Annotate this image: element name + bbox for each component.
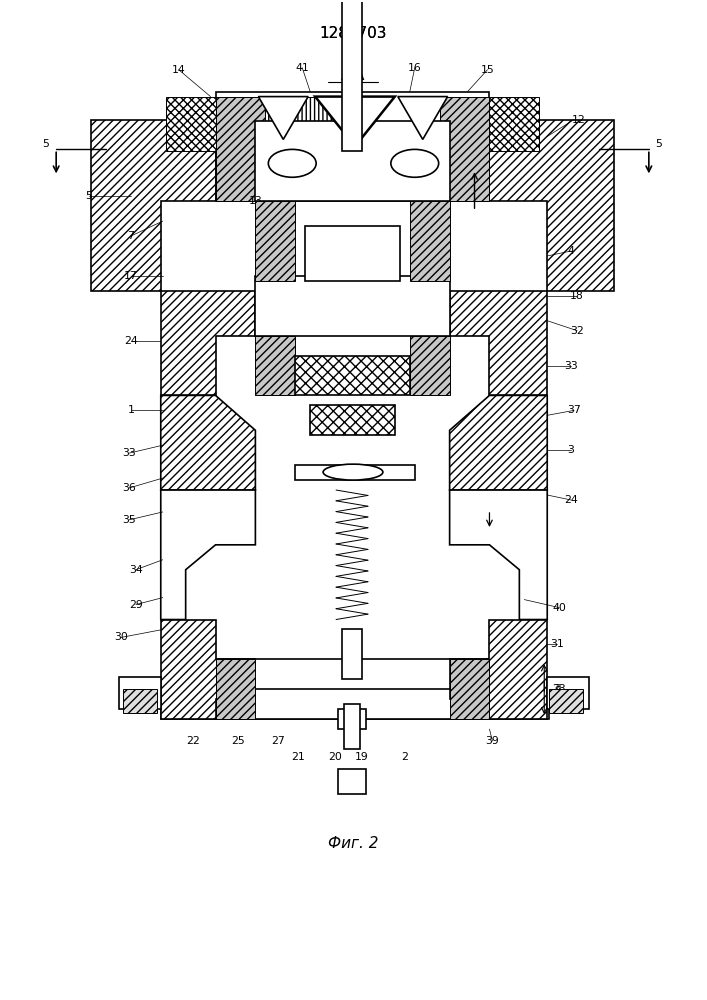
Bar bbox=[547, 677, 589, 709]
Ellipse shape bbox=[323, 464, 383, 480]
Bar bbox=[255, 276, 450, 336]
Polygon shape bbox=[160, 490, 255, 620]
Polygon shape bbox=[450, 291, 547, 395]
Bar bbox=[305, 226, 400, 281]
Polygon shape bbox=[258, 97, 308, 139]
Polygon shape bbox=[398, 97, 448, 139]
Text: 13: 13 bbox=[249, 196, 262, 206]
Text: 30: 30 bbox=[114, 632, 128, 642]
Text: 24: 24 bbox=[564, 495, 578, 505]
Polygon shape bbox=[216, 659, 255, 719]
Text: 12: 12 bbox=[572, 115, 586, 125]
Text: 5: 5 bbox=[655, 139, 662, 149]
Text: 23: 23 bbox=[552, 684, 566, 694]
Text: 41: 41 bbox=[296, 63, 309, 73]
Text: А-А: А-А bbox=[341, 70, 366, 83]
Bar bbox=[123, 689, 157, 713]
Polygon shape bbox=[296, 465, 415, 480]
Text: 39: 39 bbox=[486, 736, 499, 746]
Polygon shape bbox=[410, 201, 450, 281]
Text: 1284703: 1284703 bbox=[320, 26, 387, 41]
Polygon shape bbox=[450, 659, 489, 719]
Text: 20: 20 bbox=[328, 752, 342, 762]
Text: 22: 22 bbox=[186, 736, 199, 746]
Polygon shape bbox=[450, 395, 547, 490]
Bar bbox=[342, 629, 362, 679]
Polygon shape bbox=[269, 97, 340, 151]
Text: 24: 24 bbox=[124, 336, 138, 346]
Text: 2: 2 bbox=[402, 752, 408, 762]
Polygon shape bbox=[450, 97, 539, 151]
Bar bbox=[216, 92, 489, 201]
Bar bbox=[338, 769, 366, 794]
Text: 15: 15 bbox=[481, 65, 494, 75]
Text: 21: 21 bbox=[291, 752, 305, 762]
Text: 14: 14 bbox=[172, 65, 185, 75]
Text: a: a bbox=[554, 682, 561, 692]
Text: 5: 5 bbox=[86, 191, 93, 201]
Text: 40: 40 bbox=[552, 603, 566, 613]
Text: 16: 16 bbox=[408, 63, 421, 73]
Bar bbox=[255, 121, 450, 201]
Bar bbox=[310, 405, 395, 435]
Bar bbox=[549, 689, 583, 713]
Polygon shape bbox=[216, 97, 265, 201]
Text: 25: 25 bbox=[232, 736, 245, 746]
Bar bbox=[216, 659, 489, 719]
Polygon shape bbox=[450, 620, 547, 719]
Polygon shape bbox=[410, 336, 450, 395]
Polygon shape bbox=[489, 120, 614, 291]
Text: 29: 29 bbox=[129, 600, 143, 610]
Polygon shape bbox=[165, 97, 255, 151]
Text: 3: 3 bbox=[568, 445, 575, 455]
Text: 1284703: 1284703 bbox=[320, 26, 387, 41]
Text: Фиг. 2: Фиг. 2 bbox=[328, 836, 378, 851]
Polygon shape bbox=[440, 97, 489, 201]
Polygon shape bbox=[255, 201, 296, 281]
Text: 33: 33 bbox=[564, 361, 578, 371]
Bar bbox=[344, 704, 360, 749]
Text: 18: 18 bbox=[571, 291, 584, 301]
Polygon shape bbox=[450, 490, 547, 620]
Text: 4: 4 bbox=[568, 246, 575, 256]
Text: 32: 32 bbox=[571, 326, 584, 336]
Polygon shape bbox=[160, 395, 255, 490]
Text: 7: 7 bbox=[127, 231, 134, 241]
Text: 5: 5 bbox=[42, 139, 49, 149]
Polygon shape bbox=[91, 120, 216, 291]
Polygon shape bbox=[160, 620, 255, 719]
Text: 34: 34 bbox=[129, 565, 143, 575]
Bar bbox=[119, 677, 160, 709]
Text: 19: 19 bbox=[355, 752, 369, 762]
Text: 27: 27 bbox=[271, 736, 285, 746]
Polygon shape bbox=[160, 291, 255, 395]
Bar bbox=[296, 356, 410, 395]
Text: 35: 35 bbox=[122, 515, 136, 525]
Text: 23: 23 bbox=[132, 689, 146, 699]
Bar bbox=[338, 709, 366, 729]
Text: 33: 33 bbox=[122, 448, 136, 458]
Text: 36: 36 bbox=[122, 483, 136, 493]
Ellipse shape bbox=[269, 149, 316, 177]
Ellipse shape bbox=[391, 149, 438, 177]
Text: 1: 1 bbox=[127, 405, 134, 415]
Text: 31: 31 bbox=[550, 639, 564, 649]
Bar bbox=[160, 689, 549, 719]
Polygon shape bbox=[255, 336, 296, 395]
Text: 37: 37 bbox=[567, 405, 581, 415]
Bar bbox=[342, 0, 362, 151]
Polygon shape bbox=[315, 97, 395, 146]
Text: 17: 17 bbox=[124, 271, 138, 281]
